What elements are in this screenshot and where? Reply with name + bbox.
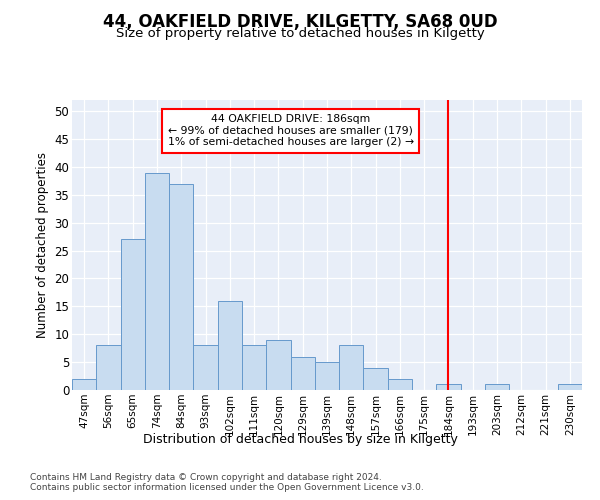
Bar (218, 301, 242, 390)
Text: 44, OAKFIELD DRIVE, KILGETTY, SA68 0UD: 44, OAKFIELD DRIVE, KILGETTY, SA68 0UD (103, 12, 497, 30)
Text: Size of property relative to detached houses in Kilgetty: Size of property relative to detached ho… (116, 28, 484, 40)
Bar (558, 384, 582, 390)
Text: Distribution of detached houses by size in Kilgetty: Distribution of detached houses by size … (143, 432, 457, 446)
Bar (121, 240, 145, 390)
Bar (193, 346, 218, 390)
Bar (169, 184, 193, 390)
Bar (436, 384, 461, 390)
Bar (315, 362, 339, 390)
Bar (72, 379, 96, 390)
Bar (266, 340, 290, 390)
Bar (364, 368, 388, 390)
Y-axis label: Number of detached properties: Number of detached properties (36, 152, 49, 338)
Bar (339, 346, 364, 390)
Text: Contains HM Land Registry data © Crown copyright and database right 2024.: Contains HM Land Registry data © Crown c… (30, 472, 382, 482)
Bar (242, 346, 266, 390)
Bar (145, 172, 169, 390)
Bar (96, 346, 121, 390)
Bar (290, 356, 315, 390)
Text: Contains public sector information licensed under the Open Government Licence v3: Contains public sector information licen… (30, 484, 424, 492)
Bar (485, 384, 509, 390)
Bar (388, 379, 412, 390)
Text: 44 OAKFIELD DRIVE: 186sqm
← 99% of detached houses are smaller (179)
1% of semi-: 44 OAKFIELD DRIVE: 186sqm ← 99% of detac… (167, 114, 413, 147)
